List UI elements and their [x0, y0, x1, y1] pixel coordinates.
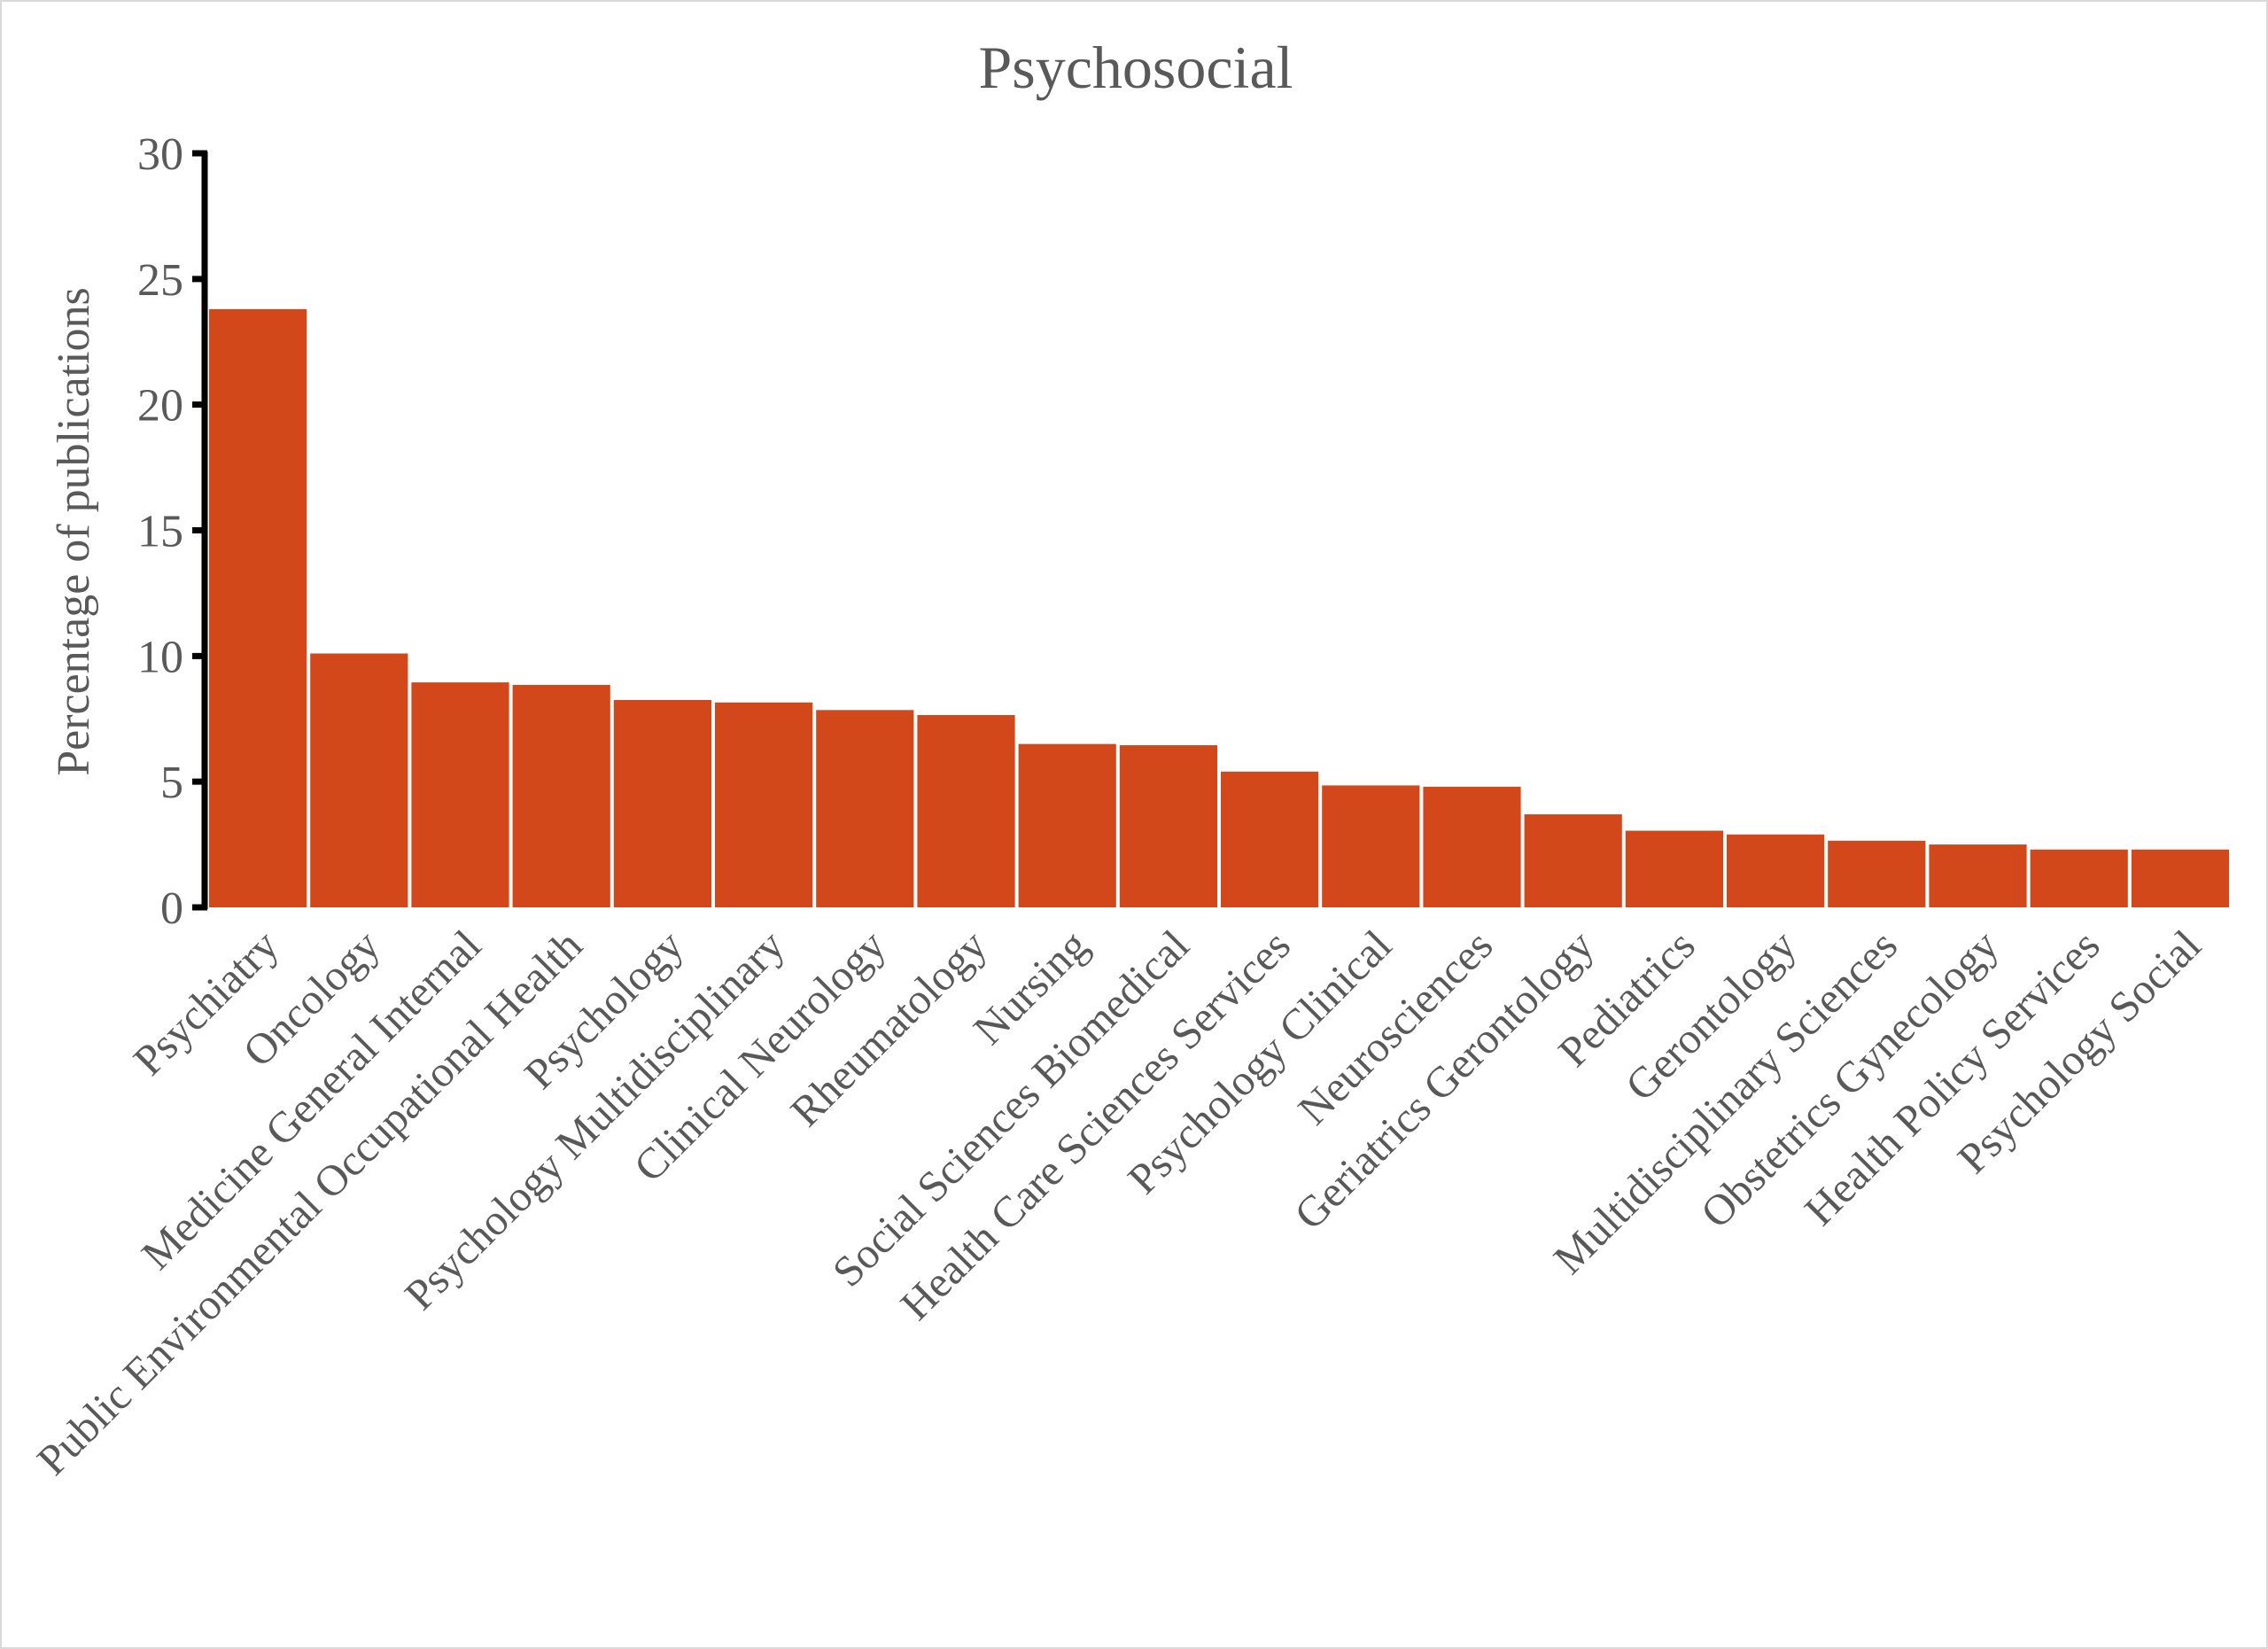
- bar-9: [1018, 743, 1116, 907]
- y-tick-label-5: 5: [160, 758, 183, 808]
- y-axis: 0 5 10 15 20 25 30: [137, 129, 208, 934]
- bar-17: [1828, 840, 1926, 907]
- bar-13: [1423, 786, 1521, 907]
- y-tick-label-20: 20: [137, 381, 183, 432]
- y-tick-label-25: 25: [137, 255, 183, 306]
- y-tick-label-10: 10: [137, 632, 183, 682]
- bar-11: [1221, 771, 1319, 907]
- bars-layer: [209, 308, 2229, 907]
- bar-19: [2030, 849, 2128, 907]
- chart-title: Psychosocial: [978, 34, 1293, 101]
- bar-8: [917, 715, 1015, 907]
- bar-14: [1524, 814, 1622, 907]
- bar-20: [2131, 849, 2229, 907]
- bar-15: [1625, 830, 1723, 907]
- y-tick-label-0: 0: [160, 883, 183, 934]
- bar-6: [715, 702, 813, 907]
- y-tick-label-15: 15: [137, 507, 183, 557]
- bar-1: [209, 308, 307, 907]
- y-axis-label: Percentage of publications: [49, 287, 99, 776]
- bar-16: [1727, 834, 1825, 907]
- bar-4: [512, 684, 610, 907]
- bar-7: [816, 710, 914, 907]
- bar-18: [1929, 844, 2027, 907]
- y-tick-label-30: 30: [137, 129, 183, 180]
- bar-3: [411, 682, 509, 907]
- bar-5: [613, 699, 711, 907]
- bar-2: [310, 653, 408, 907]
- bar-10: [1119, 745, 1217, 907]
- bar-12: [1322, 785, 1420, 907]
